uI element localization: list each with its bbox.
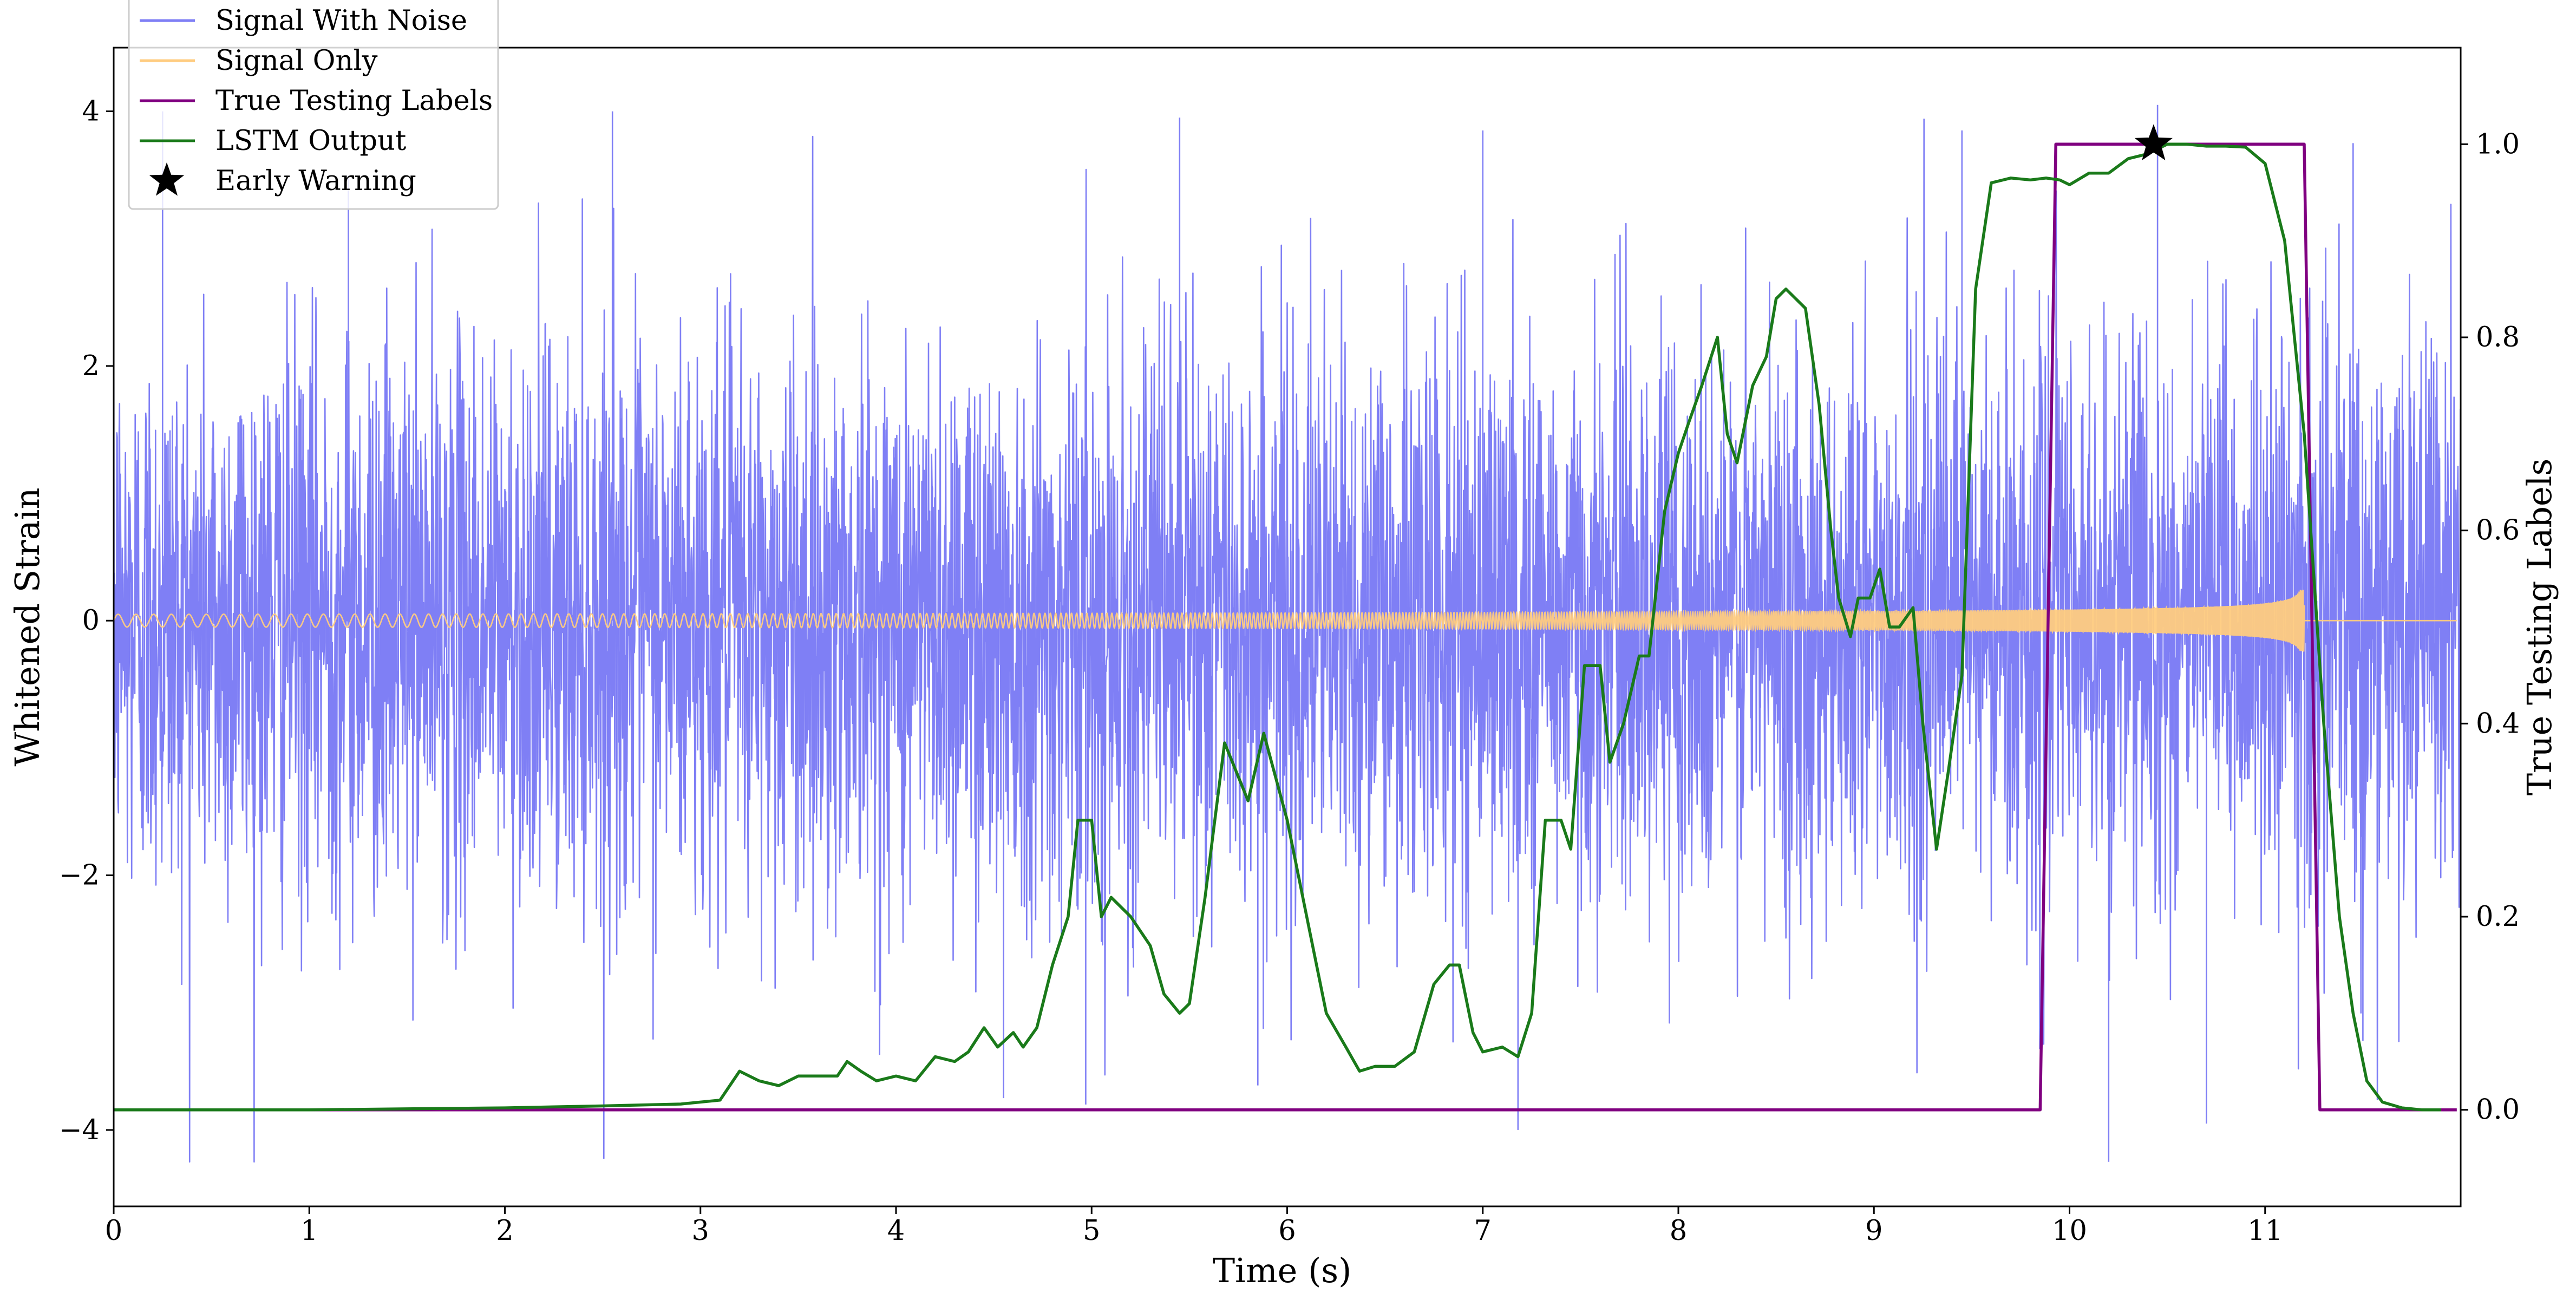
x-tick-label: 9 <box>1865 1215 1882 1247</box>
signal-only-series <box>114 590 2457 652</box>
x-tick-label: 0 <box>105 1215 122 1247</box>
legend-label: Signal Only <box>215 45 378 77</box>
left-y-axis-ticks: −4 −2 0 2 4 <box>59 96 114 1146</box>
x-tick-label: 10 <box>2052 1215 2087 1247</box>
legend-box <box>128 0 499 210</box>
x-tick-label: 7 <box>1474 1215 1492 1247</box>
x-tick-label: 5 <box>1083 1215 1100 1247</box>
legend-label: Signal With Noise <box>215 5 467 37</box>
left-y-axis-title: Whitened Strain <box>8 488 47 767</box>
x-tick-label: 3 <box>692 1215 709 1247</box>
right-y-tick-label: 0.2 <box>2476 901 2520 933</box>
left-y-tick-label: −2 <box>59 860 100 892</box>
signal-with-noise-series <box>114 105 2461 1163</box>
x-axis-ticks: 0 1 2 3 4 5 6 7 8 9 10 11 <box>105 1206 2283 1247</box>
right-y-axis-ticks: 0.0 0.2 0.4 0.6 0.8 1.0 <box>2461 128 2520 1126</box>
legend: Signal With Noise Signal Only True Testing… <box>128 0 499 210</box>
legend-item: Early Warning <box>149 162 416 197</box>
legend-label: LSTM Output <box>215 125 407 157</box>
right-y-axis-title: True Testing Labels <box>2520 459 2559 796</box>
x-tick-label: 8 <box>1670 1215 1687 1247</box>
left-y-tick-label: 2 <box>82 350 100 382</box>
x-tick-label: 4 <box>887 1215 905 1247</box>
early-warning-markers <box>2134 124 2173 161</box>
x-tick-label: 1 <box>300 1215 318 1247</box>
legend-item: Signal With Noise <box>140 5 467 37</box>
lstm-output-series <box>114 142 2441 1112</box>
legend-label: True Testing Labels <box>215 85 493 117</box>
legend-star-icon <box>149 162 185 196</box>
legend-label: Early Warning <box>215 165 416 197</box>
right-y-tick-label: 0.6 <box>2476 515 2520 547</box>
right-y-tick-label: 0.0 <box>2476 1094 2520 1126</box>
x-tick-label: 2 <box>496 1215 513 1247</box>
left-y-tick-label: 0 <box>82 605 100 637</box>
legend-item: LSTM Output <box>140 125 407 157</box>
left-y-tick-label: −4 <box>59 1114 100 1146</box>
x-axis-title: Time (s) <box>1213 1251 1352 1290</box>
right-y-tick-label: 0.4 <box>2476 708 2520 740</box>
early-warning-star <box>2134 124 2173 161</box>
x-tick-label: 11 <box>2247 1215 2283 1247</box>
legend-item: True Testing Labels <box>140 85 493 117</box>
signal-only-line <box>114 590 2457 652</box>
right-y-tick-label: 1.0 <box>2476 128 2520 160</box>
right-y-tick-label: 0.8 <box>2476 322 2520 354</box>
x-tick-label: 6 <box>1278 1215 1296 1247</box>
signal-with-noise-line <box>114 105 2461 1163</box>
lstm-output-line <box>114 142 2441 1112</box>
legend-item: Signal Only <box>140 45 378 77</box>
left-y-tick-label: 4 <box>82 96 100 128</box>
